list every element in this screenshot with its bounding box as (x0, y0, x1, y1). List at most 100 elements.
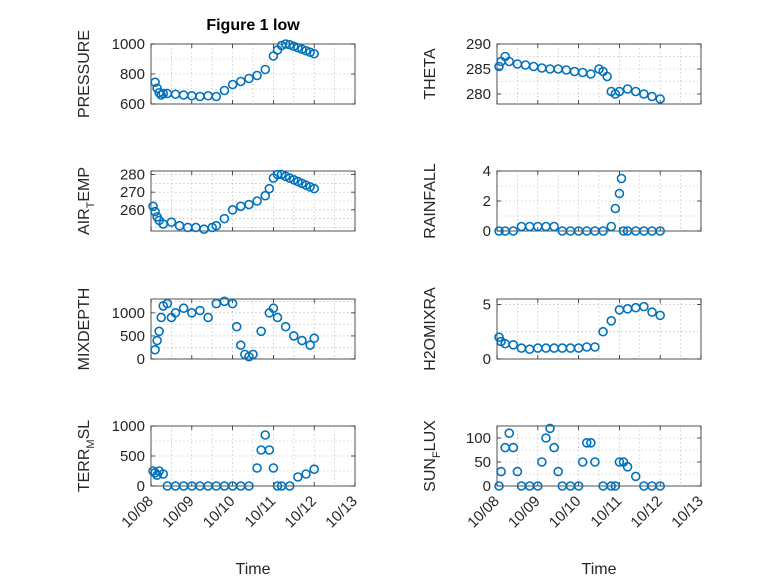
y-axis-label: THETA (422, 48, 439, 100)
y-tick-label: 1000 (112, 418, 145, 435)
data-point (248, 349, 258, 360)
figure-title: Figure 1 low (206, 17, 300, 34)
data-point (494, 226, 504, 236)
y-tick-label: 280 (120, 167, 145, 184)
y-tick-label: 290 (466, 36, 491, 53)
data-point (655, 226, 666, 236)
data-point (211, 220, 222, 231)
data-point (252, 70, 262, 81)
y-tick-label: 600 (120, 96, 145, 113)
data-point (545, 423, 555, 434)
data-point (203, 312, 213, 323)
x-tick-label: 10/12 (281, 493, 320, 532)
data-point (150, 344, 160, 355)
data-point (606, 316, 617, 326)
data-point (630, 471, 641, 482)
y-tick-label: 500 (120, 328, 145, 345)
data-point (537, 457, 547, 467)
data-point (158, 469, 169, 479)
data-point (647, 91, 657, 102)
data-point (158, 88, 169, 99)
y-tick-label: 0 (483, 351, 491, 368)
x-tick-label: 10/09 (505, 493, 544, 532)
data-point (581, 437, 592, 448)
data-point (606, 481, 617, 491)
data-point (598, 326, 608, 337)
y-tick-label: 0 (137, 351, 145, 368)
data-point (152, 335, 162, 346)
y-axis-label: TERRMSL (76, 420, 97, 492)
x-tick-label: 10/10 (200, 493, 239, 532)
subplot-4: 0 2 4 RAINFALL (422, 163, 702, 240)
data-point (235, 76, 246, 87)
y-axis-label: SUNFLUX (422, 420, 443, 492)
axes-box (150, 298, 356, 360)
data-point (309, 183, 320, 194)
data-point (532, 481, 543, 491)
y-tick-label: 5 (483, 296, 491, 313)
data-point (150, 77, 160, 88)
data-point (244, 73, 254, 84)
data-point (508, 226, 519, 236)
data-point (610, 203, 621, 214)
y-tick-label: 1000 (112, 305, 145, 322)
data-point (616, 173, 627, 184)
y-axis-label: AIRTEMP (76, 167, 97, 235)
data-point (639, 89, 649, 99)
x-tick-label: 10/13 (668, 493, 707, 532)
data-point (614, 86, 625, 97)
data-point (166, 217, 177, 227)
data-point (268, 303, 279, 314)
data-point (219, 213, 230, 224)
x-tick-label: 10/10 (546, 493, 585, 532)
data-point (280, 321, 291, 332)
data-point (244, 481, 254, 491)
data-point (252, 463, 262, 473)
data-point (610, 481, 621, 491)
data-point (148, 201, 158, 212)
y-axis-label: RAINFALL (422, 163, 439, 239)
data-point (602, 71, 612, 82)
data-point (549, 221, 559, 232)
data-point (231, 321, 242, 332)
data-point (235, 340, 246, 350)
y-tick-label: 50 (474, 454, 491, 471)
x-tick-label: 10/13 (322, 493, 361, 532)
data-point (195, 305, 205, 316)
y-tick-label: 0 (483, 478, 491, 495)
data-point (655, 310, 666, 321)
x-tick-label: 10/09 (159, 493, 198, 532)
data-point (227, 205, 238, 215)
data-point (297, 335, 307, 346)
x-tick-label: 10/08 (118, 493, 157, 532)
y-tick-label: 100 (466, 430, 491, 447)
data-point (606, 221, 617, 232)
data-point (288, 331, 299, 341)
y-axis-label: MIXDEPTH (76, 288, 93, 371)
data-point (152, 83, 162, 94)
y-tick-label: 285 (466, 61, 491, 78)
data-point (293, 472, 303, 482)
data-point (309, 464, 320, 475)
data-point (219, 85, 230, 96)
data-point (508, 340, 519, 350)
data-point (553, 466, 564, 477)
subplot-6: 0 5 H2OMIXRA (422, 287, 702, 371)
data-point (150, 206, 160, 217)
x-tick-label: 10/11 (587, 493, 625, 531)
x-axis-label: Time (582, 561, 617, 578)
data-point (504, 56, 515, 67)
data-point (618, 226, 629, 236)
y-tick-label: 0 (137, 478, 145, 495)
data-point (156, 90, 166, 100)
data-point (630, 86, 641, 97)
y-tick-label: 500 (120, 448, 145, 465)
data-point (211, 91, 222, 102)
data-point (256, 326, 266, 337)
data-point (598, 226, 608, 236)
data-point (244, 199, 254, 210)
data-point (614, 457, 625, 467)
y-tick-label: 1000 (112, 36, 145, 53)
y-axis-label: H2OMIXRA (422, 287, 439, 371)
subplot-7: 0 500 1000 10/08 10/09 10/10 10/11 10/12 10/13 Ti… (76, 418, 361, 578)
